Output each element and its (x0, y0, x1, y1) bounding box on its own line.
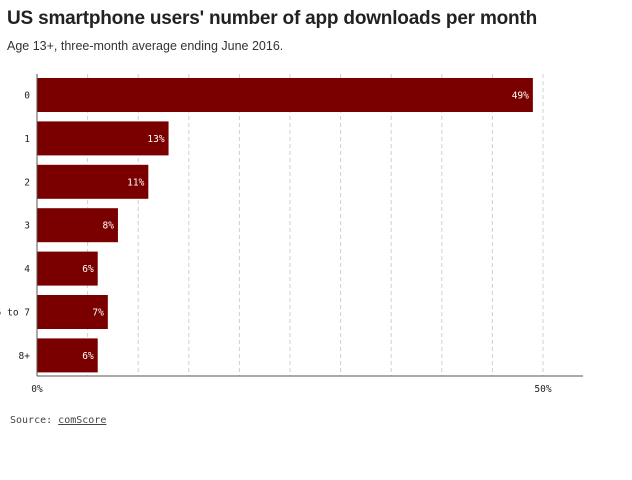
bar-2 (37, 164, 149, 199)
bar-chart: 0 49% 1 13% 2 11% 3 8% 4 6% 5 to 7 7% 8+ 6% 0% 50% (0, 74, 583, 395)
chart-title: US smartphone users' number of app downl… (7, 8, 537, 29)
value-label: 11% (127, 177, 144, 188)
value-label: 6% (82, 264, 94, 275)
category-label: 4 (24, 264, 30, 275)
source-prefix: Source: (10, 415, 59, 426)
bar-6 (37, 338, 98, 373)
chart-subtitle: Age 13+, three-month average ending June… (7, 39, 284, 53)
bar-5 (37, 295, 108, 329)
value-label: 6% (82, 351, 94, 362)
category-label: 5 to 7 (0, 308, 30, 319)
category-label: 3 (24, 221, 30, 232)
category-label: 0 (24, 91, 30, 102)
category-label: 8+ (19, 351, 31, 362)
bar-3 (37, 208, 118, 243)
category-label: 1 (24, 134, 30, 145)
bar-0 (37, 78, 533, 112)
bar-1 (37, 121, 169, 156)
bar-4 (37, 251, 98, 286)
x-tick-label: 50% (534, 384, 551, 395)
value-label: 49% (512, 91, 529, 102)
category-label: 2 (24, 177, 30, 188)
source-link[interactable]: comScore (58, 415, 107, 426)
x-tick-label: 0% (31, 384, 43, 395)
source-note: Source: comScore (10, 415, 106, 426)
value-label: 8% (103, 221, 115, 232)
value-label: 13% (147, 134, 164, 145)
value-label: 7% (92, 308, 104, 319)
